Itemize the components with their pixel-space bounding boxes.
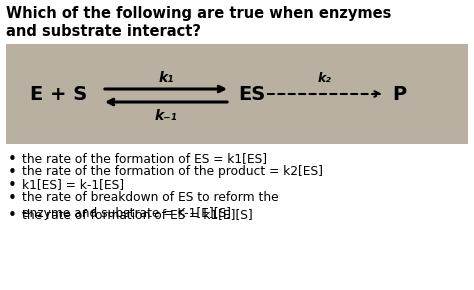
Text: k₁: k₁ (158, 71, 173, 85)
Text: •: • (8, 165, 17, 180)
Text: •: • (8, 208, 17, 223)
Text: the rate of the formation of ES = k1[ES]: the rate of the formation of ES = k1[ES] (22, 152, 267, 165)
Text: and substrate interact?: and substrate interact? (6, 24, 201, 39)
Text: the rate of formation of ES = k1[E][S]: the rate of formation of ES = k1[E][S] (22, 208, 253, 221)
Text: the rate of breakdown of ES to reform the
enzyme and substrate = K-1[E][S]: the rate of breakdown of ES to reform th… (22, 191, 279, 220)
Text: Which of the following are true when enzymes: Which of the following are true when enz… (6, 6, 392, 21)
Text: •: • (8, 191, 17, 206)
Text: k₂: k₂ (318, 72, 332, 84)
Text: E + S: E + S (30, 84, 87, 104)
Text: P: P (392, 84, 406, 104)
Text: k1[ES] = k-1[ES]: k1[ES] = k-1[ES] (22, 178, 124, 191)
Text: the rate of the formation of the product = k2[ES]: the rate of the formation of the product… (22, 165, 323, 178)
Bar (6, 44, 468, 144)
Text: ES: ES (238, 84, 265, 104)
Text: •: • (8, 152, 17, 167)
Text: •: • (8, 178, 17, 193)
Text: k₋₁: k₋₁ (155, 109, 177, 123)
